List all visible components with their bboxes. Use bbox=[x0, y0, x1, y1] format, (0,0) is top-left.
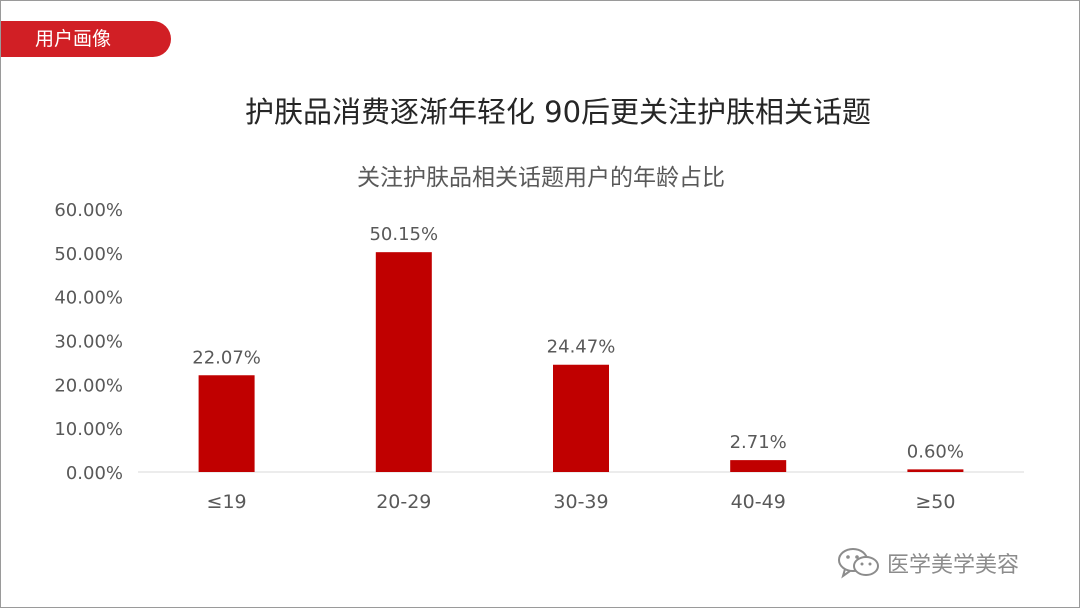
bar bbox=[730, 460, 787, 472]
section-tag: 用户画像 bbox=[1, 21, 171, 57]
data-label: 22.07% bbox=[192, 347, 261, 368]
bar bbox=[198, 375, 255, 472]
data-label: 0.60% bbox=[907, 441, 964, 462]
data-label: 2.71% bbox=[730, 432, 787, 453]
watermark-text: 医学美学美容 bbox=[887, 553, 1020, 578]
y-tick-label: 50.00% bbox=[54, 244, 123, 265]
headline: 护肤品消费逐渐年轻化 90后更关注护肤相关话题 bbox=[244, 95, 872, 129]
x-tick-label: 20-29 bbox=[376, 491, 431, 513]
x-tick-label: ≤19 bbox=[207, 491, 247, 513]
bar bbox=[907, 469, 964, 472]
y-tick-label: 30.00% bbox=[54, 332, 123, 353]
data-label: 50.15% bbox=[369, 224, 438, 245]
watermark: 医学美学美容 bbox=[837, 546, 1019, 580]
y-tick-label: 60.00% bbox=[54, 200, 123, 221]
x-tick-label: 40-49 bbox=[731, 491, 786, 513]
y-tick-label: 40.00% bbox=[54, 288, 123, 309]
y-tick-label: 10.00% bbox=[54, 419, 123, 440]
data-label: 24.47% bbox=[547, 337, 616, 358]
chart-title: 关注护肤品相关话题用户的年龄占比 bbox=[357, 165, 725, 191]
x-tick-label: 30-39 bbox=[553, 491, 608, 513]
y-tick-label: 0.00% bbox=[66, 463, 123, 484]
bar bbox=[375, 252, 432, 472]
bar bbox=[553, 364, 609, 472]
x-tick-label: ≥50 bbox=[915, 491, 955, 513]
y-tick-label: 20.00% bbox=[54, 375, 123, 396]
wechat-icon bbox=[838, 548, 879, 579]
